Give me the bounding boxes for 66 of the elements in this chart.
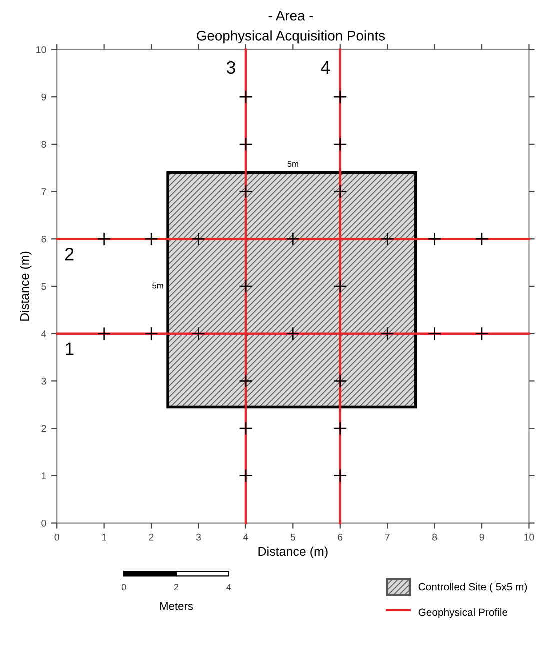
annotation: 5m — [288, 161, 298, 168]
annotation: 3 — [226, 61, 236, 74]
point — [334, 422, 348, 436]
point — [334, 280, 348, 294]
text: 2 — [174, 584, 179, 591]
point — [144, 327, 158, 341]
x-tick-label: 1 — [102, 534, 107, 541]
point — [334, 90, 348, 104]
point — [239, 374, 253, 388]
x-tick-label: 9 — [480, 534, 484, 541]
x-tick-label: 4 — [243, 534, 248, 541]
point — [380, 327, 394, 341]
x-tick-label: 6 — [338, 534, 343, 541]
annotation: 1 — [66, 342, 74, 356]
chart-title: - Area - — [268, 11, 314, 21]
annotation: 2 — [65, 248, 74, 261]
y-tick-label: 2 — [42, 425, 46, 432]
point — [239, 184, 253, 199]
legend-label: Geophysical Profile — [418, 608, 508, 618]
x-tick-label: 0 — [54, 534, 60, 541]
x-tick-label: 5 — [290, 534, 296, 541]
y-tick-label: 10 — [36, 46, 46, 54]
y-tick-label: 8 — [42, 141, 46, 148]
text: 4 — [226, 584, 232, 591]
text: Meters — [160, 602, 194, 610]
point — [192, 327, 206, 341]
point — [239, 90, 253, 104]
y-axis-title: Distance (m) — [20, 252, 32, 321]
point — [334, 138, 348, 152]
point — [286, 232, 300, 246]
point — [192, 232, 206, 246]
point — [286, 327, 300, 341]
y-tick-label: 6 — [42, 236, 46, 243]
point — [239, 422, 253, 436]
point — [97, 327, 112, 341]
point — [239, 138, 253, 152]
point — [428, 232, 442, 246]
point — [334, 374, 348, 388]
x-axis-title: Distance (m) — [258, 546, 328, 559]
point — [97, 232, 112, 246]
y-tick-label: 4 — [41, 330, 46, 338]
y-tick-label: 5 — [42, 283, 46, 290]
point — [239, 280, 253, 294]
point — [475, 232, 489, 246]
text: 0 — [122, 584, 126, 591]
annotation: 5m — [152, 282, 164, 289]
point — [239, 469, 253, 483]
x-tick-label: 7 — [385, 534, 390, 541]
point — [475, 327, 489, 341]
y-tick-label: 9 — [42, 94, 46, 101]
point — [380, 232, 394, 246]
y-tick-label: 0 — [42, 520, 46, 527]
y-tick-label: 7 — [42, 188, 46, 196]
point — [428, 327, 442, 341]
y-tick-label: 3 — [42, 378, 46, 385]
x-tick-label: 10 — [524, 534, 534, 541]
point — [144, 232, 158, 246]
x-tick-label: 2 — [149, 534, 154, 541]
x-tick-label: 8 — [432, 534, 438, 541]
annotation: 4 — [321, 62, 330, 74]
point — [334, 184, 348, 199]
chart-subtitle: Geophysical Acquisition Points — [197, 30, 386, 44]
legend-label: Controlled Site ( 5x5 m) — [418, 583, 528, 593]
point — [334, 469, 348, 483]
x-tick-label: 3 — [196, 534, 202, 541]
y-tick-label: 1 — [42, 472, 46, 480]
